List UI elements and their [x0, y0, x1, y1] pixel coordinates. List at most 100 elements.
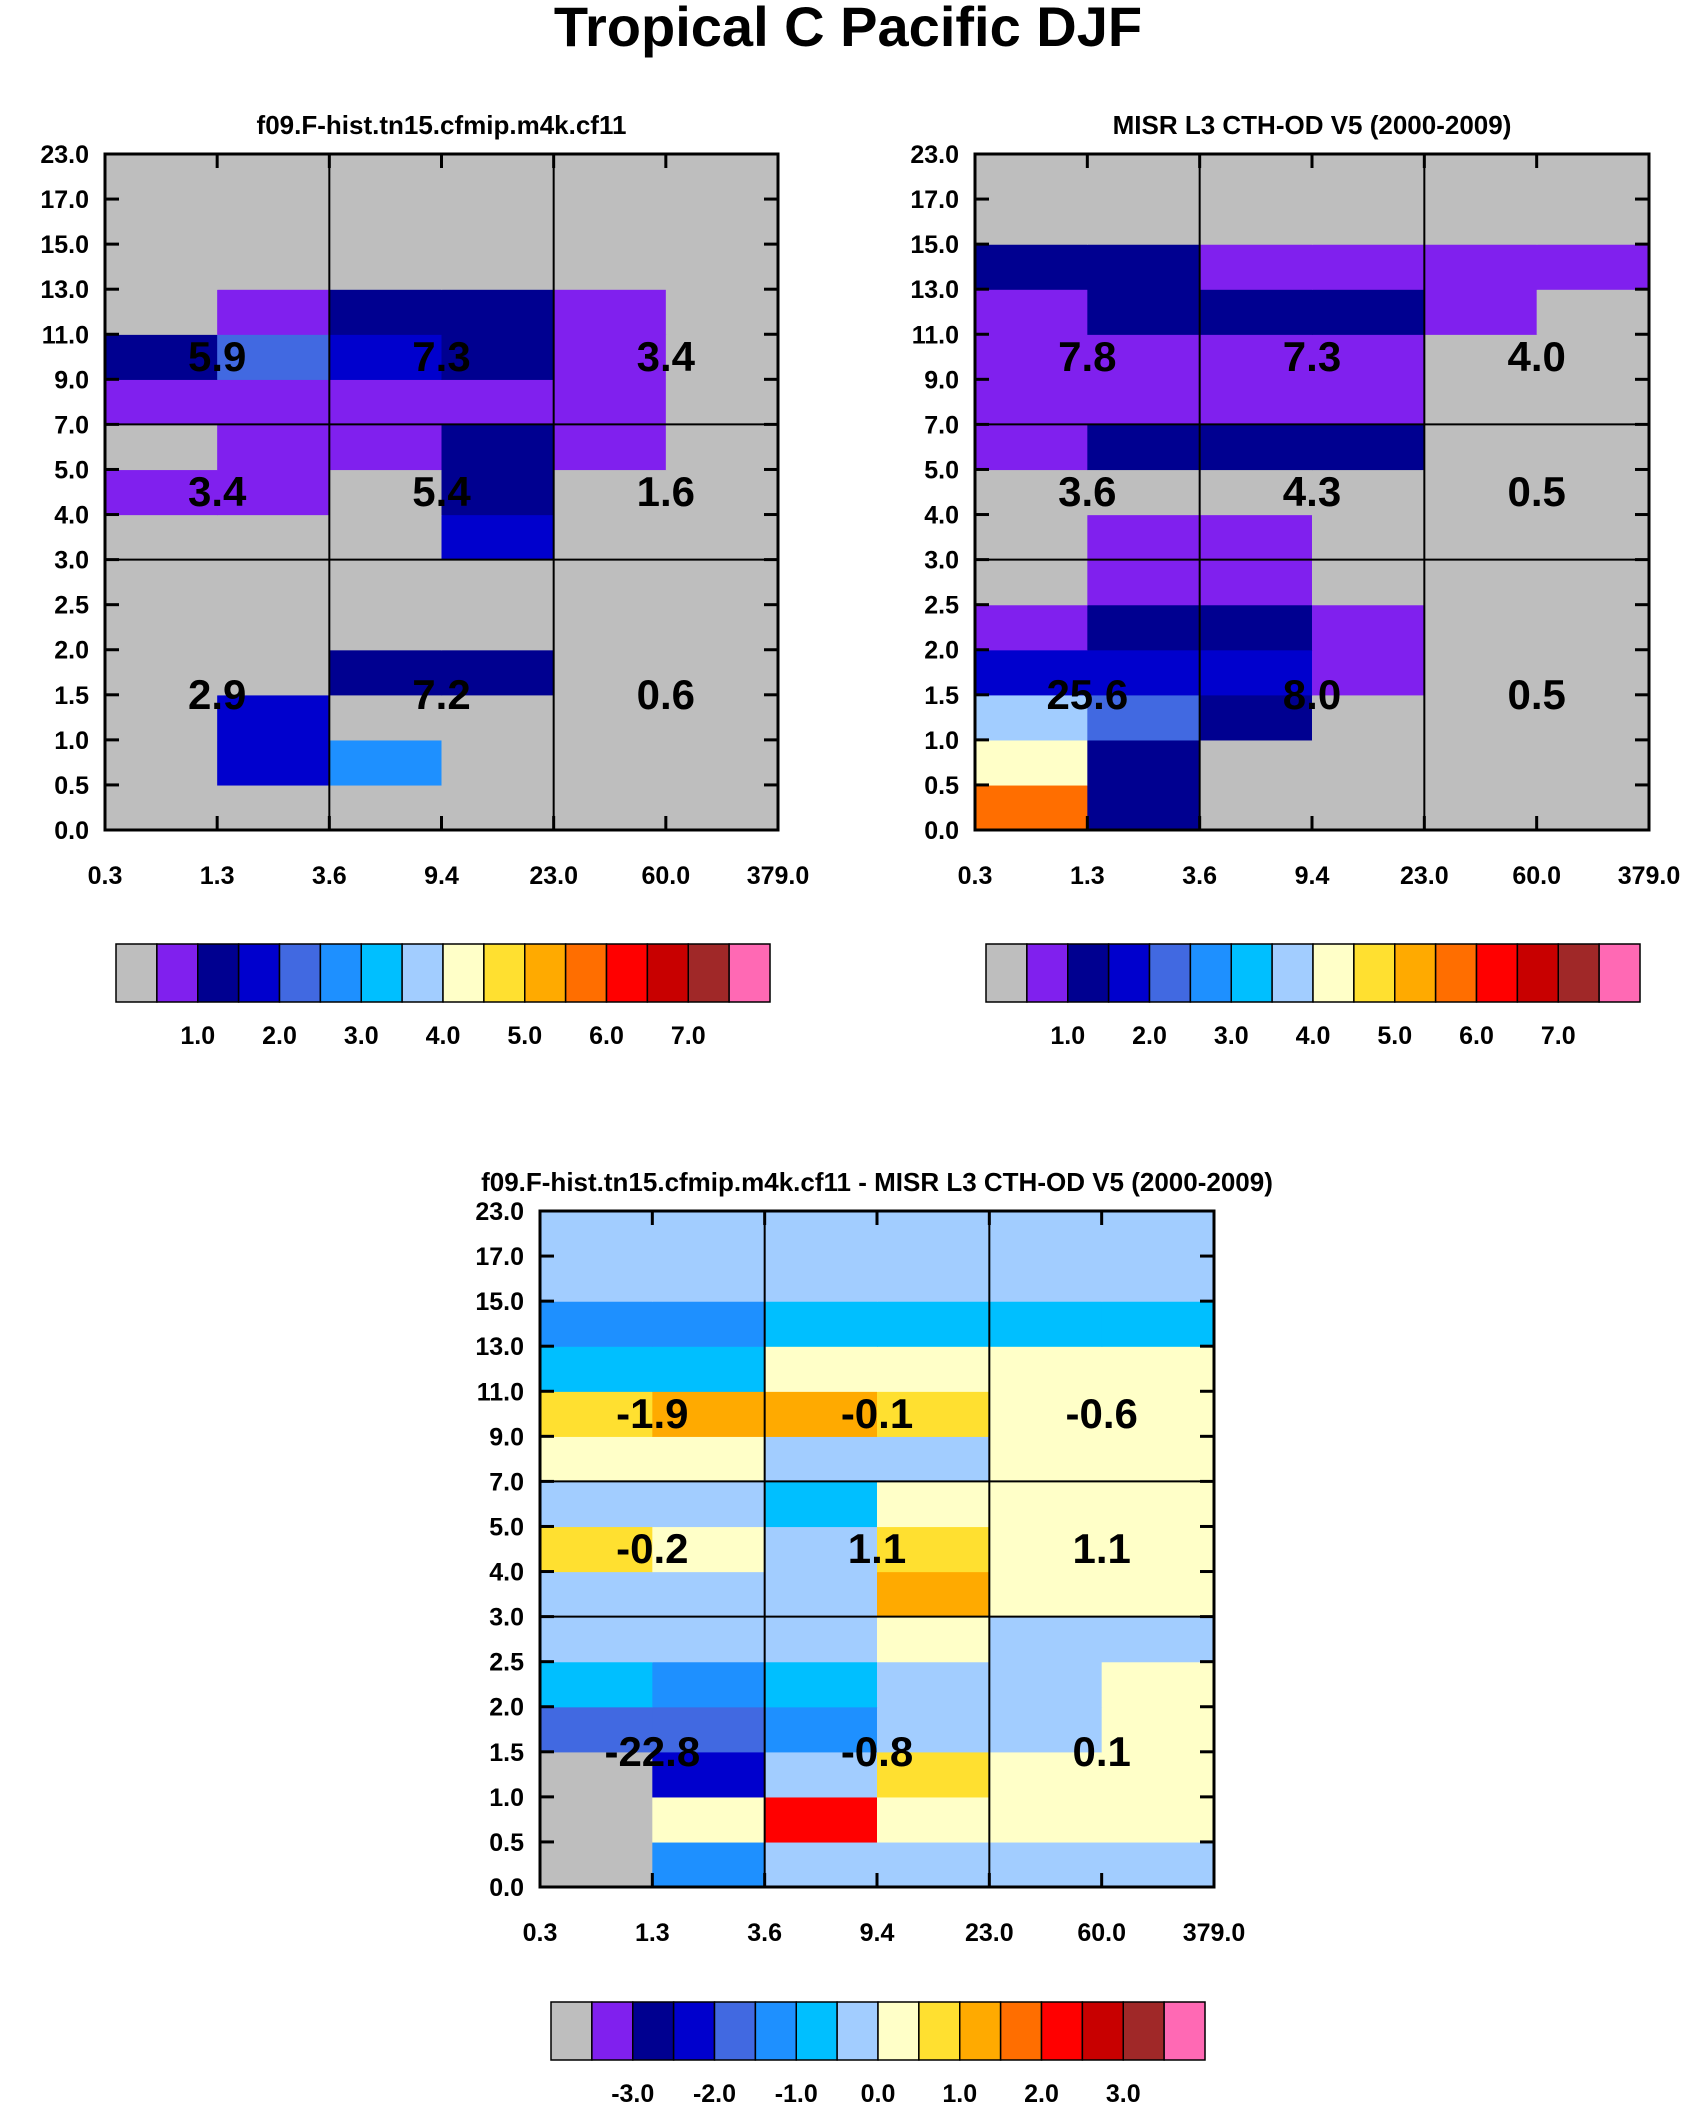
panel-title: MISR L3 CTH-OD V5 (2000-2009): [1113, 110, 1512, 140]
colorbar-label: 4.0: [426, 1022, 461, 1050]
colorbar-swatch: [278, 943, 322, 1003]
colorbar-label: 3.0: [344, 1022, 379, 1050]
y-tick-label: 0.5: [489, 1829, 524, 1857]
y-tick-label: 4.0: [489, 1559, 524, 1587]
heatmap-cell: [1101, 1526, 1215, 1573]
heatmap-cell: [217, 739, 330, 786]
cell-annotation: 0.6: [637, 671, 695, 718]
heatmap-cell: [877, 1301, 990, 1347]
heatmap-cell: [441, 424, 555, 471]
cell-annotation: -0.6: [1065, 1390, 1137, 1437]
x-tick-label: 1.3: [635, 1919, 670, 1947]
heatmap-cell: [975, 379, 1088, 425]
heatmap-cell: [1536, 244, 1650, 290]
heatmap-cell: [877, 1841, 990, 1888]
heatmap-cell: [1087, 289, 1201, 335]
colorbar-swatch: [1081, 2001, 1125, 2061]
heatmap-cell: [1424, 379, 1538, 425]
heatmap-cell: [989, 1841, 1103, 1888]
heatmap-cell: [553, 739, 667, 786]
heatmap-cell: [540, 1706, 653, 1753]
x-tick-label: 23.0: [1400, 862, 1449, 890]
cell-annotation: -22.8: [604, 1728, 700, 1775]
heatmap-cell: [975, 469, 1088, 516]
colorbar: 1.0 2.0 3.0 4.0 5.0 6.0 7.0: [985, 943, 1641, 1050]
heatmap-cell: [1199, 694, 1313, 741]
colorbar-swatch: [1163, 2001, 1206, 2061]
heatmap-cell: [1536, 334, 1650, 380]
colorbar-label: 3.0: [1214, 1022, 1249, 1050]
colorbar-swatch: [795, 2001, 838, 2061]
heatmap-cell: [652, 1391, 766, 1437]
heatmap-cell: [665, 649, 779, 696]
heatmap-cell: [989, 1616, 1103, 1663]
cell-annotation: 5.9: [188, 333, 246, 380]
heatmap-cell: [665, 334, 779, 380]
heatmap-cell: [540, 1391, 653, 1437]
heatmap-cell: [665, 604, 779, 651]
heatmap-cell: [553, 469, 667, 516]
colorbar-swatch: [1516, 943, 1560, 1003]
colorbar-label: 1.0: [1050, 1022, 1085, 1050]
heatmap-cell: [1199, 244, 1313, 290]
y-tick-label: 5.0: [54, 456, 89, 484]
heatmap-cell: [217, 469, 330, 516]
heatmap-cell: [217, 694, 330, 741]
heatmap-cell: [105, 289, 218, 335]
x-tick-label: 23.0: [965, 1919, 1014, 1947]
colorbar-label: 7.0: [671, 1022, 706, 1050]
cell-annotation: 3.6: [1058, 468, 1116, 515]
heatmap-cell: [1424, 334, 1538, 380]
heatmap-cell: [105, 199, 218, 245]
heatmap-cell: [329, 604, 443, 651]
heatmap-cell: [989, 1391, 1103, 1437]
heatmap-cell: [989, 1661, 1103, 1708]
heatmap-cell: [1199, 334, 1313, 380]
heatmap-cell: [105, 784, 218, 831]
heatmap-cell: [441, 514, 555, 561]
colorbar-swatch: [632, 2001, 675, 2061]
y-tick-label: 1.5: [54, 682, 89, 710]
heatmap-cell: [1536, 604, 1650, 651]
cell-annotation: 25.6: [1046, 671, 1128, 718]
heatmap-cell: [217, 649, 330, 696]
heatmap-cell: [764, 1571, 878, 1618]
colorbar-label: -2.0: [693, 2080, 736, 2108]
heatmap-cell: [1312, 649, 1425, 696]
panel-diff: f09.F-hist.tn15.cfmip.m4k.cf11 - MISR L3…: [475, 1167, 1273, 2108]
heatmap-cell: [665, 739, 779, 786]
heatmap-cell: [1101, 1436, 1215, 1482]
colorbar-swatch: [672, 2001, 716, 2061]
heatmap-cell: [553, 244, 667, 290]
panel-model: f09.F-hist.tn15.cfmip.m4k.cf110.00.51.01…: [40, 110, 809, 1050]
heatmap-cell: [540, 1481, 653, 1528]
colorbar-swatch: [237, 943, 281, 1003]
heatmap-cell: [989, 1301, 1103, 1347]
heatmap-cell: [665, 379, 779, 425]
y-tick-label: 0.0: [54, 817, 89, 845]
colorbar-swatch: [1271, 943, 1314, 1003]
heatmap-cell: [1312, 739, 1425, 786]
heatmap-cell: [652, 1841, 766, 1888]
colorbar-swatch: [1598, 943, 1641, 1003]
heatmap-cell: [1087, 649, 1201, 696]
heatmap-cell: [540, 1436, 653, 1482]
heatmap-cell: [652, 1796, 766, 1843]
heatmap-cell: [989, 1211, 1103, 1257]
heatmap-cell: [441, 289, 555, 335]
heatmap-cell: [1101, 1346, 1215, 1392]
heatmap-cell: [217, 604, 330, 651]
y-tick-label: 5.0: [489, 1513, 524, 1541]
colorbar-label: 5.0: [1377, 1022, 1412, 1050]
colorbar-label: 3.0: [1106, 2080, 1141, 2108]
panel-title: f09.F-hist.tn15.cfmip.m4k.cf11 - MISR L3…: [481, 1167, 1273, 1197]
heatmap-cell: [105, 424, 218, 471]
heatmap-cell: [975, 424, 1088, 471]
heatmap-cell: [1087, 559, 1201, 606]
heatmap-cell: [540, 1661, 653, 1708]
figure-title: Tropical C Pacific DJF: [554, 0, 1142, 58]
heatmap-cell: [989, 1751, 1103, 1798]
heatmap-cell: [217, 784, 330, 831]
y-tick-label: 11.0: [477, 1378, 524, 1406]
colorbar-swatch: [605, 943, 649, 1003]
